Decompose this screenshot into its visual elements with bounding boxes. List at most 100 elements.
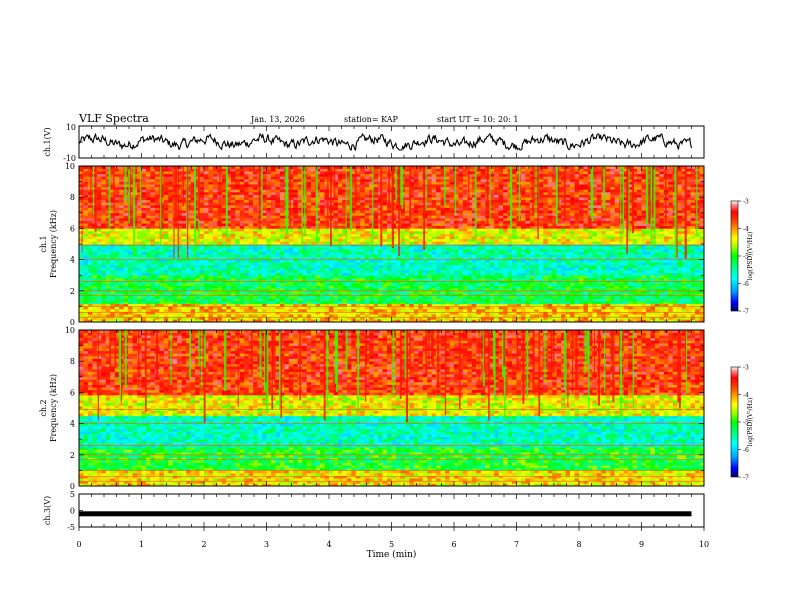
spectro-cell bbox=[253, 205, 258, 208]
spectro-cell bbox=[123, 212, 129, 216]
spectro-cell bbox=[373, 210, 379, 214]
spectro-cell bbox=[105, 285, 111, 289]
spectro-cell bbox=[221, 192, 227, 195]
spectro-cell bbox=[409, 262, 415, 266]
spectro-cell bbox=[293, 186, 299, 190]
spectro-cell bbox=[404, 225, 410, 229]
spectro-cell bbox=[391, 309, 397, 312]
spectro-cell bbox=[212, 228, 218, 232]
spectro-cell bbox=[297, 171, 303, 175]
spectro-cell bbox=[320, 314, 325, 318]
spectro-cell bbox=[132, 306, 138, 310]
spectro-cell bbox=[288, 192, 294, 195]
spectro-cell bbox=[431, 303, 437, 307]
spectro-cell bbox=[119, 306, 124, 310]
spectro-cell bbox=[409, 296, 415, 299]
spectro-cell bbox=[168, 306, 174, 310]
spectro-cell bbox=[262, 184, 267, 188]
spectro-cell bbox=[404, 176, 410, 180]
spectro-cell bbox=[181, 288, 187, 292]
spectro-cell bbox=[360, 238, 366, 242]
spectro-cell bbox=[163, 186, 169, 190]
spectro-cell bbox=[79, 311, 84, 315]
spectro-cell bbox=[230, 210, 236, 214]
spectro-cell bbox=[239, 249, 245, 253]
spectro-cell bbox=[154, 223, 160, 227]
spectro-cell bbox=[315, 301, 321, 305]
spectro-cell bbox=[226, 288, 232, 292]
spectro-cell bbox=[409, 192, 415, 195]
spectro-cell bbox=[391, 316, 397, 320]
spectro-cell bbox=[181, 173, 187, 177]
spectro-cell bbox=[364, 275, 370, 279]
spectro-cell bbox=[418, 272, 424, 276]
spectro-cell bbox=[248, 290, 254, 294]
spectro-cell bbox=[418, 298, 424, 302]
spectro-cell bbox=[422, 173, 428, 177]
spectro-cell bbox=[311, 205, 316, 208]
spectro-cell bbox=[293, 293, 299, 297]
spectro-cell bbox=[248, 186, 254, 190]
spectro-cell bbox=[172, 257, 178, 260]
spectro-cell bbox=[422, 246, 428, 250]
spectro-cell bbox=[163, 194, 169, 198]
spectro-cell bbox=[378, 309, 383, 312]
spectro-cell bbox=[262, 246, 267, 250]
spectro-cell bbox=[177, 171, 182, 175]
spectro-cell bbox=[284, 264, 290, 268]
spectro-cell bbox=[387, 246, 392, 250]
spectro-cell bbox=[320, 272, 325, 276]
spectro-cell bbox=[132, 259, 138, 263]
spectro-cell bbox=[297, 309, 303, 312]
spectro-cell bbox=[315, 197, 321, 201]
spectro-cell bbox=[105, 181, 111, 185]
spectro-cell bbox=[315, 199, 321, 203]
spectro-cell bbox=[333, 189, 339, 193]
spectro-cell bbox=[302, 296, 307, 299]
spectro-cell bbox=[163, 207, 169, 211]
spectro-cell bbox=[320, 181, 325, 185]
spectro-cell bbox=[418, 288, 424, 292]
spectro-cell bbox=[431, 192, 437, 195]
spectro-cell bbox=[253, 280, 258, 284]
spectro-cell bbox=[217, 231, 223, 234]
spectro-cell bbox=[409, 179, 415, 182]
spectro-cell bbox=[284, 306, 290, 310]
spectro-cell bbox=[329, 251, 334, 255]
spectro-cell bbox=[128, 306, 133, 310]
spectro-cell bbox=[400, 223, 406, 227]
spectro-cell bbox=[315, 168, 321, 172]
spectro-cell bbox=[342, 249, 348, 253]
spectro-cell bbox=[266, 257, 272, 260]
spectro-cell bbox=[239, 236, 245, 240]
spectro-cell bbox=[422, 290, 428, 294]
spectro-cell bbox=[141, 306, 147, 310]
spectro-cell bbox=[96, 202, 102, 206]
spectro-cell bbox=[248, 277, 254, 281]
spectro-cell bbox=[101, 296, 107, 299]
spectro-cell bbox=[217, 301, 223, 305]
spectro-cell bbox=[427, 272, 432, 276]
spectro-cell bbox=[79, 298, 84, 302]
spectro-cell bbox=[266, 218, 272, 221]
spectro-cell bbox=[208, 184, 214, 188]
spectro-cell bbox=[315, 189, 321, 193]
spectro-cell bbox=[275, 197, 281, 201]
spectro-cell bbox=[382, 236, 388, 240]
spectro-cell bbox=[110, 264, 116, 268]
spectro-cell bbox=[141, 241, 147, 245]
spectro-cell bbox=[288, 246, 294, 250]
spectro-cell bbox=[172, 275, 178, 279]
spectro-cell bbox=[195, 207, 200, 211]
spectro-cell bbox=[373, 270, 379, 273]
spectro-cell bbox=[409, 197, 415, 201]
spectro-cell bbox=[181, 254, 187, 258]
spectro-cell bbox=[440, 285, 446, 289]
spectro-cell bbox=[337, 262, 343, 266]
spectro-cell bbox=[226, 199, 232, 203]
spectro-cell bbox=[110, 223, 116, 227]
spectro-cell bbox=[422, 311, 428, 315]
spectro-cell bbox=[351, 176, 357, 180]
spectro-cell bbox=[239, 259, 245, 263]
spectro-cell bbox=[404, 205, 410, 208]
